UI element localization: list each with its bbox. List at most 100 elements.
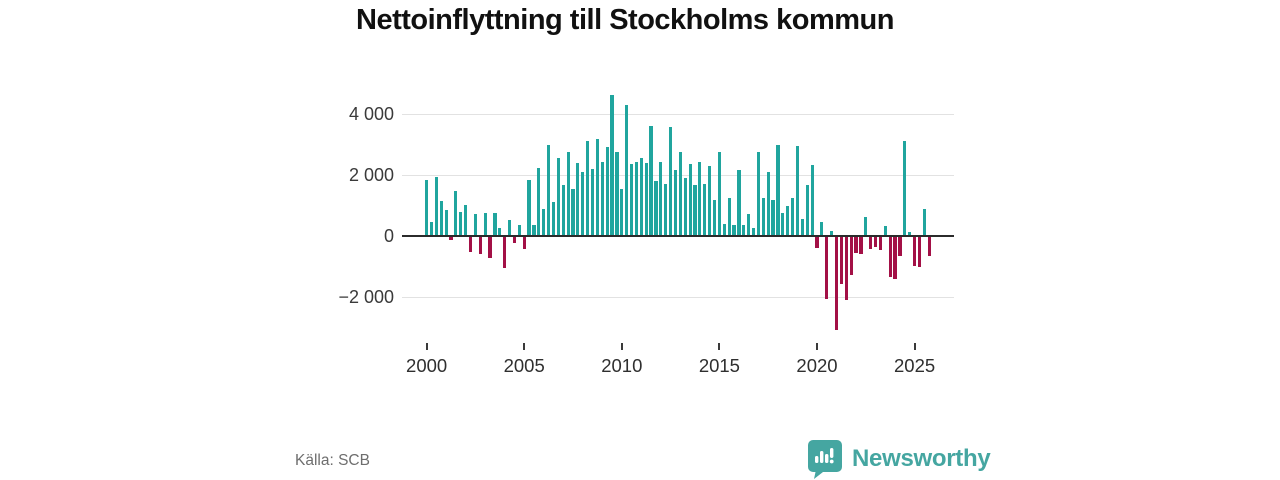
x-tick-2005 [523, 343, 526, 350]
bar-2020-q4 [830, 230, 834, 236]
bar-2022-q3 [864, 217, 868, 236]
bar-2002-q4 [478, 236, 482, 255]
x-tick-label: 2025 [894, 355, 936, 376]
bar-2020-q2 [820, 221, 824, 236]
bar-2013-q3 [688, 164, 692, 236]
y-tick-label: 0 [383, 226, 394, 246]
bar-2010-q4 [634, 161, 639, 236]
bar-2018-q2 [781, 212, 785, 236]
bar-2014-q4 [712, 200, 717, 236]
bar-2005-q1 [522, 236, 526, 249]
bar-2003-q1 [483, 213, 487, 236]
bar-2008-q1 [581, 172, 585, 236]
bar-2025-q1 [913, 236, 917, 266]
bar-2021-q2 [839, 236, 843, 285]
bar-2003-q3 [493, 213, 497, 236]
bar-2017-q4 [771, 199, 775, 236]
bar-2011-q2 [644, 163, 648, 236]
x-tick-label: 2005 [503, 355, 545, 376]
bar-2015-q3 [727, 198, 731, 236]
bar-2006-q4 [556, 158, 560, 236]
bar-2022-q1 [854, 236, 858, 254]
newsworthy-logo-icon [806, 439, 843, 479]
bar-2022-q4 [869, 236, 873, 249]
brand-lockup: Newsworthy [806, 438, 991, 480]
source-note: Källa: SCB [295, 452, 370, 469]
bar-2009-q4 [615, 152, 619, 236]
bar-2005-q3 [532, 225, 536, 236]
bar-2010-q1 [620, 188, 624, 236]
bar-2019-q2 [800, 219, 804, 236]
bar-2015-q2 [722, 224, 726, 236]
bar-2010-q2 [625, 104, 629, 236]
bar-2017-q1 [756, 152, 761, 236]
bar-2018-q3 [786, 206, 790, 236]
bar-2023-q3 [883, 225, 887, 236]
bar-2007-q4 [576, 162, 580, 236]
bar-2020-q3 [825, 236, 829, 299]
bar-2008-q4 [595, 139, 599, 236]
chart-title: Nettoinflyttning till Stockholms kommun [356, 4, 894, 36]
bar-2007-q2 [566, 152, 570, 236]
bar-2023-q1 [873, 236, 878, 247]
y-axis: 4 000 2 000 0 −2 000 [322, 90, 394, 340]
bar-2012-q2 [664, 183, 668, 236]
y-tick-label: 4 000 [348, 104, 394, 124]
bar-2001-q2 [449, 236, 453, 240]
bar-2012-q4 [673, 170, 678, 236]
bar-2018-q4 [791, 198, 795, 236]
bar-2025-q4 [927, 236, 931, 256]
x-tick-2010 [620, 343, 623, 350]
bar-2008-q2 [586, 140, 590, 236]
bar-2019-q4 [810, 164, 814, 236]
bar-2003-q2 [488, 236, 492, 259]
bar-2024-q4 [908, 231, 912, 236]
bar-2014-q1 [698, 162, 702, 236]
bar-2002-q1 [464, 205, 468, 236]
bar-2021-q3 [844, 236, 848, 301]
bar-2005-q4 [537, 168, 541, 236]
bar-2009-q3 [610, 95, 614, 236]
bar-2025-q3 [922, 208, 926, 236]
bar-2001-q3 [454, 191, 458, 236]
bar-2019-q1 [795, 146, 800, 236]
x-tick-2015 [718, 343, 721, 350]
bar-2000-q1 [425, 179, 429, 236]
bar-2015-q1 [717, 152, 721, 236]
bar-2004-q1 [503, 236, 507, 269]
gridline-2000 [402, 174, 954, 176]
bar-2004-q4 [517, 225, 521, 236]
bar-2001-q1 [444, 210, 448, 236]
bar-2008-q3 [590, 168, 595, 236]
bar-2006-q2 [547, 145, 551, 236]
bar-2011-q3 [649, 125, 653, 236]
bar-2004-q2 [507, 219, 512, 236]
bar-2018-q1 [776, 145, 780, 236]
x-axis: 2000 2005 2010 2015 2020 2025 [402, 340, 954, 384]
bar-2017-q3 [766, 171, 770, 236]
bar-2007-q1 [561, 184, 565, 236]
bar-2000-q4 [439, 200, 443, 236]
bar-2017-q2 [761, 198, 765, 236]
gridline--2000 [402, 296, 954, 298]
bar-2011-q1 [639, 158, 643, 236]
bar-2024-q1 [893, 236, 897, 279]
x-tick-2025 [913, 343, 916, 350]
bar-2016-q2 [742, 225, 746, 236]
x-tick-2000 [425, 343, 428, 350]
plot-area [402, 90, 954, 340]
x-tick-2020 [816, 343, 818, 350]
bar-2006-q1 [542, 208, 546, 236]
bar-2021-q4 [849, 236, 853, 275]
bar-2012-q1 [659, 161, 663, 236]
bar-2002-q3 [473, 214, 477, 236]
bar-2009-q1 [600, 162, 604, 236]
brand-name: Newsworthy [852, 445, 991, 472]
bar-2023-q2 [878, 236, 883, 251]
bar-2009-q2 [605, 147, 609, 236]
bar-2013-q1 [678, 152, 682, 236]
bar-2007-q3 [571, 188, 575, 236]
bar-2010-q3 [629, 164, 634, 236]
bar-2006-q3 [551, 201, 556, 236]
